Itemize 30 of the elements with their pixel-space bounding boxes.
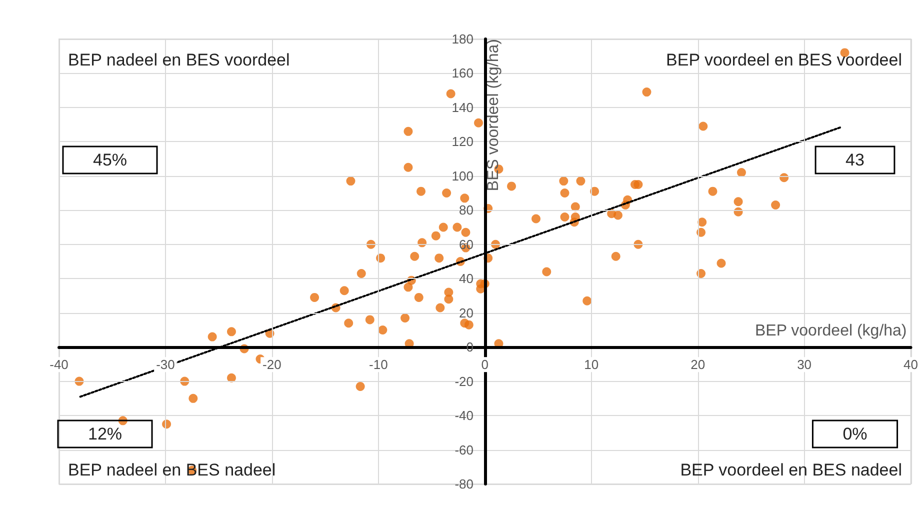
y-tick-label: -60 [454,442,474,458]
y-tick-label: 140 [452,100,474,115]
y-tick-label: 160 [452,66,474,81]
x-tick-label: -40 [50,357,68,372]
x-tick-label: 10 [584,357,599,372]
y-tick-label: -40 [454,408,474,424]
y-tick-label: 40 [459,271,474,286]
x-axis-title: BEP voordeel (kg/ha) [754,322,907,340]
x-tick-label: -30 [156,357,175,372]
x-tick-label: 0 [481,357,488,372]
y-tick-label: 180 [452,32,474,46]
x-tick-label: -10 [369,357,388,372]
x-tick-label: -20 [262,357,282,372]
x-tick-label: 30 [797,357,812,372]
y-tick-label: 100 [452,168,474,184]
annotation: BEP nadeel en BES voordeel [68,50,290,70]
y-tick-label: -20 [454,374,474,389]
annotation: 0% [842,424,868,444]
y-tick-label: 20 [459,305,474,320]
y-tick-label: -80 [454,476,474,492]
x-tick-label: 20 [690,357,706,372]
annotation: BEP voordeel en BES voordeel [666,50,902,70]
annotation: 43 [846,150,864,170]
y-axis-title: BES voordeel (kg/ha) [485,39,502,192]
y-tick-label: 120 [452,134,474,150]
y-tick-label: 80 [459,202,474,218]
annotation: BEP voordeel en BES nadeel [680,460,902,480]
annotation: 12% [88,424,122,444]
annotation: 45% [92,150,128,170]
x-tick-label: 40 [904,357,918,372]
